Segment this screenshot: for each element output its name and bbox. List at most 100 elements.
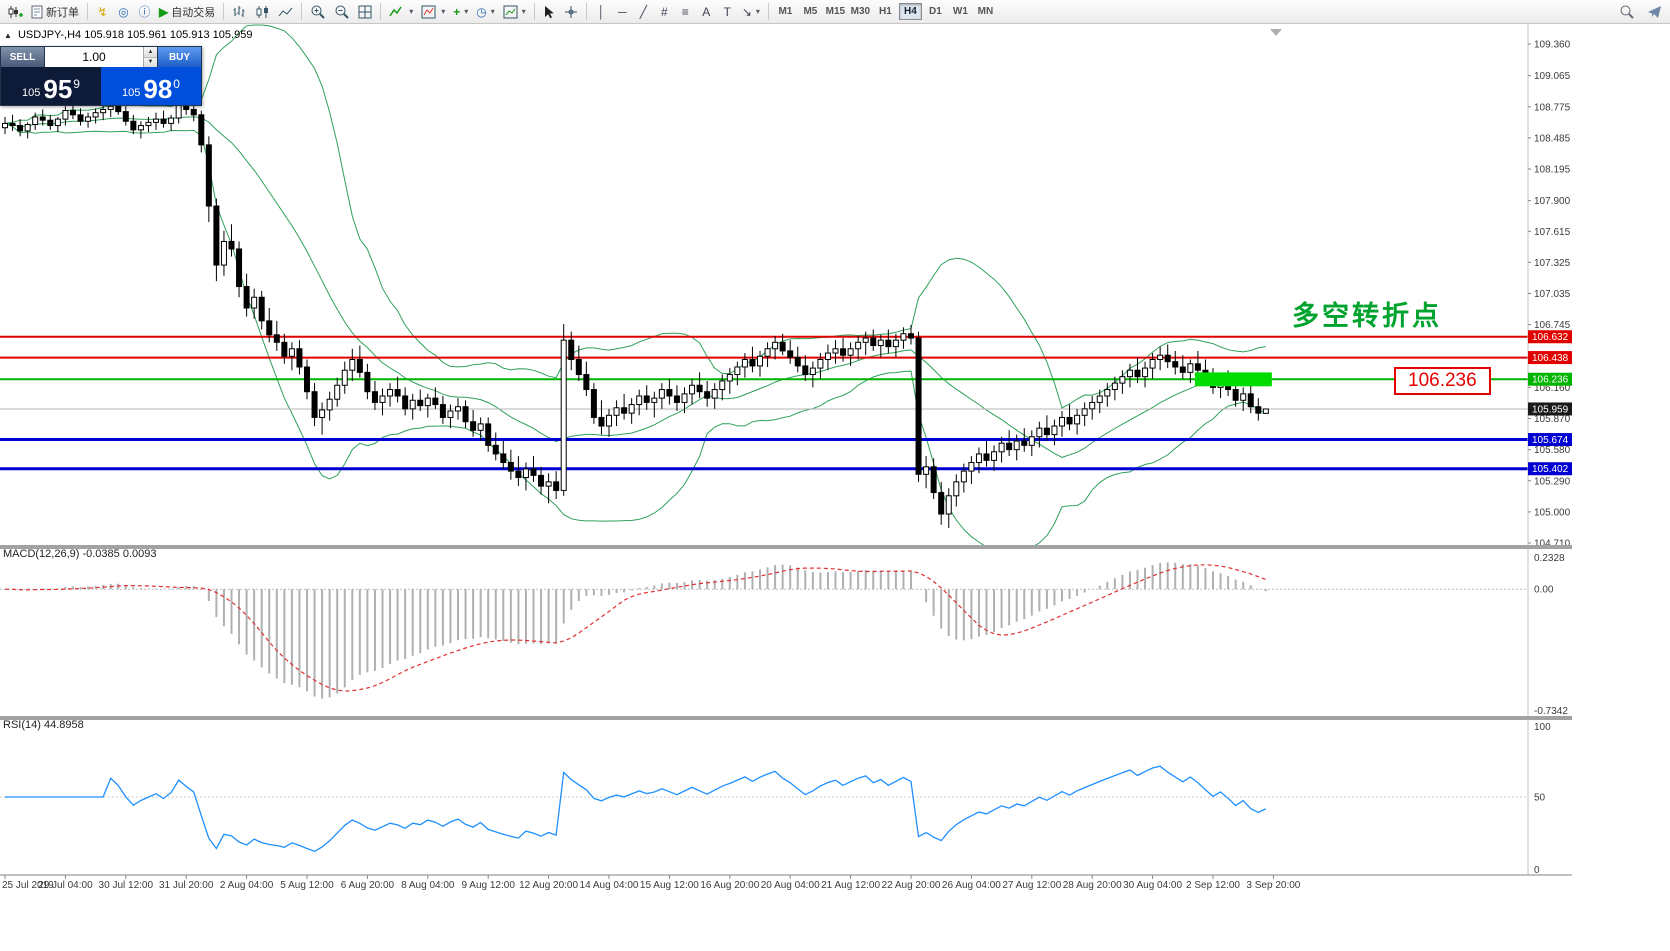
symbol-info: ▲ USDJPY-,H4 105.918 105.961 105.913 105… bbox=[4, 29, 252, 41]
volume-field[interactable]: 1.00 ▲ ▼ bbox=[45, 47, 157, 67]
sell-button[interactable]: SELL bbox=[1, 47, 45, 67]
time-label: 16 Aug 20:00 bbox=[700, 880, 759, 890]
time-label: 20 Aug 04:00 bbox=[761, 880, 820, 890]
text-button[interactable]: A bbox=[696, 2, 717, 22]
timeframe-h1[interactable]: H1 bbox=[878, 6, 892, 17]
candles-chart-button[interactable] bbox=[251, 2, 274, 22]
new-order-icon bbox=[31, 5, 43, 18]
bars-chart-button[interactable] bbox=[228, 2, 251, 22]
time-label: 31 Jul 20:00 bbox=[159, 880, 214, 890]
svg-text:106.236: 106.236 bbox=[1532, 375, 1569, 386]
fibonacci-button[interactable]: ≡ bbox=[675, 2, 696, 22]
sell-price-prefix: 105 bbox=[22, 87, 41, 99]
tile-windows-button[interactable] bbox=[354, 2, 376, 22]
volume-increase-button[interactable]: ▲ bbox=[144, 47, 157, 58]
vertical-line-button[interactable]: │ bbox=[591, 2, 612, 22]
toolbar-separator bbox=[380, 3, 382, 20]
volume-decrease-button[interactable]: ▼ bbox=[144, 57, 157, 67]
templates-button[interactable]: ▾ bbox=[499, 2, 530, 22]
symbol-trend-icon: ▲ bbox=[4, 31, 12, 40]
chevron-down-icon: ▾ bbox=[521, 7, 526, 16]
turning-point-annotation[interactable]: 多空转折点 bbox=[1292, 301, 1442, 331]
buy-price-big: 98 bbox=[143, 74, 173, 104]
timeframe-m15[interactable]: M15 bbox=[825, 6, 846, 17]
symbol-name: USDJPY-,H4 bbox=[17, 29, 82, 41]
price-tick-label: 107.615 bbox=[1534, 227, 1571, 238]
community-button[interactable] bbox=[1643, 2, 1667, 22]
time-label: 30 Jul 12:00 bbox=[99, 880, 154, 890]
price-tick-label: 106.160 bbox=[1534, 383, 1571, 394]
macd-signal-line bbox=[4, 564, 1267, 692]
chevron-down-icon: ▾ bbox=[464, 7, 469, 16]
buy-price[interactable]: 105 98 0 bbox=[101, 67, 201, 105]
time-label: 29 Jul 04:00 bbox=[38, 880, 93, 890]
text-icon: A bbox=[702, 4, 711, 19]
pane-separator[interactable] bbox=[0, 716, 1572, 720]
indicator-window-button[interactable]: ▾ bbox=[417, 2, 449, 22]
add-indicator-button[interactable]: + ▾ bbox=[449, 2, 472, 22]
cursor-button[interactable] bbox=[539, 2, 560, 22]
autotrading-button[interactable]: ▶ 自动交易 bbox=[155, 2, 219, 22]
price-tick-label: 104.710 bbox=[1534, 539, 1571, 550]
sell-price[interactable]: 105 95 9 bbox=[1, 67, 101, 105]
channel-icon: # bbox=[660, 4, 668, 19]
time-label: 12 Aug 20:00 bbox=[519, 880, 578, 890]
timeframe-w1[interactable]: W1 bbox=[952, 6, 968, 17]
timeframe-h4[interactable]: H4 bbox=[898, 3, 922, 20]
rsi-axis-label: 100 bbox=[1534, 722, 1551, 733]
horizontal-line-button[interactable]: ─ bbox=[612, 2, 633, 22]
svg-text:106.632: 106.632 bbox=[1532, 332, 1569, 343]
indicator-window-icon bbox=[421, 5, 436, 18]
zoom-out-button[interactable] bbox=[330, 2, 354, 22]
info-icon: ⓘ bbox=[138, 4, 151, 19]
buy-price-sup: 0 bbox=[173, 77, 180, 91]
price-tag bbox=[1528, 351, 1572, 365]
arrows-button[interactable]: ↘ ▾ bbox=[738, 2, 764, 22]
price-tick-label: 108.775 bbox=[1534, 102, 1571, 113]
timeframe-m5[interactable]: M5 bbox=[803, 6, 818, 17]
main-toolbar: 新订单 ↯ ◎ ⓘ ▶ 自动交易 ▾ ▾ + ▾ ◷ ▾ ▾ │ ─ ╱ # ≡ A… bbox=[0, 0, 1670, 24]
price-tick-label: 109.360 bbox=[1534, 40, 1571, 51]
rsi-axis-label: 50 bbox=[1534, 793, 1546, 804]
timeframe-m30[interactable]: M30 bbox=[850, 6, 871, 17]
new-order-label: 新订单 bbox=[46, 6, 79, 19]
chevron-down-icon: ▾ bbox=[490, 7, 495, 16]
price-tick-label: 105.580 bbox=[1534, 445, 1571, 456]
crosshair-button[interactable] bbox=[560, 2, 582, 22]
search-button[interactable] bbox=[1615, 2, 1639, 22]
buy-button[interactable]: BUY bbox=[157, 47, 201, 67]
timeframe-mn[interactable]: MN bbox=[977, 6, 994, 17]
indicators-button[interactable]: ▾ bbox=[385, 2, 417, 22]
toolbar-separator bbox=[223, 3, 225, 20]
autotrading-play-icon: ▶ bbox=[159, 4, 169, 19]
channel-button[interactable]: # bbox=[654, 2, 675, 22]
time-label: 6 Aug 20:00 bbox=[341, 880, 395, 890]
volume-value[interactable]: 1.00 bbox=[82, 50, 106, 64]
periods-button[interactable]: ◷ ▾ bbox=[472, 2, 499, 22]
cursor-icon bbox=[545, 5, 555, 18]
chart-canvas[interactable]: 109.360 109.065 108.775 108.485 108.195 107.9… bbox=[0, 24, 1670, 890]
text-label-button[interactable]: T bbox=[717, 2, 738, 22]
info-button[interactable]: ⓘ bbox=[134, 2, 155, 22]
new-chart-button[interactable] bbox=[3, 2, 27, 22]
zoom-in-button[interactable] bbox=[306, 2, 330, 22]
pane-separator[interactable] bbox=[0, 545, 1572, 549]
new-order-button[interactable]: 新订单 bbox=[27, 2, 83, 22]
time-label: 30 Aug 04:00 bbox=[1123, 880, 1182, 890]
price-level-box[interactable]: 106.236 bbox=[1394, 367, 1491, 395]
metaeditor-button[interactable]: ↯ bbox=[92, 2, 113, 22]
price-tick-label: 107.900 bbox=[1534, 196, 1571, 207]
trendline-button[interactable]: ╱ bbox=[633, 2, 654, 22]
indicators-icon bbox=[389, 6, 402, 16]
timeframe-m1[interactable]: M1 bbox=[778, 6, 793, 17]
chevron-down-icon: ▾ bbox=[441, 7, 446, 16]
toolbar-separator bbox=[301, 3, 303, 20]
market-watch-button[interactable]: ◎ bbox=[113, 2, 134, 22]
price-tick-label: 105.000 bbox=[1534, 507, 1571, 518]
time-label: 25 Jul 2019 bbox=[2, 880, 54, 890]
time-label: 8 Aug 04:00 bbox=[401, 880, 455, 890]
time-label: 15 Aug 12:00 bbox=[640, 880, 699, 890]
line-chart-button[interactable] bbox=[274, 2, 297, 22]
time-label: 27 Aug 12:00 bbox=[1002, 880, 1061, 890]
timeframe-d1[interactable]: D1 bbox=[928, 6, 942, 17]
